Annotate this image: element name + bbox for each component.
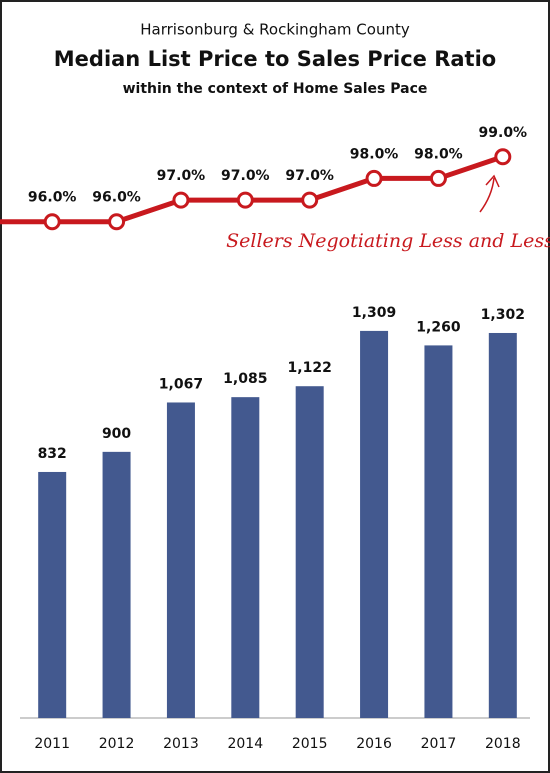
- data-label: 1,302: [481, 307, 525, 323]
- x-tick-label: 2018: [485, 736, 521, 752]
- x-tick-label: 2017: [421, 736, 457, 752]
- data-label: 1,067: [159, 376, 203, 392]
- point: [429, 169, 447, 187]
- data-label: 832: [38, 446, 67, 462]
- data-label: 98.0%: [350, 146, 399, 162]
- bar: [360, 330, 389, 718]
- data-label: 1,122: [288, 360, 332, 376]
- bar: [102, 451, 131, 718]
- data-label: 1,085: [223, 371, 267, 387]
- x-tick-label: 2014: [227, 736, 263, 752]
- bar: [38, 471, 67, 718]
- x-tick-label: 2012: [99, 736, 135, 752]
- data-label: 97.0%: [285, 168, 334, 184]
- data-label: 1,309: [352, 305, 396, 321]
- bar: [424, 345, 453, 718]
- bar: [231, 397, 260, 718]
- x-tick-label: 2011: [34, 736, 70, 752]
- arrow: [479, 177, 495, 213]
- point: [172, 191, 190, 209]
- data-label: 96.0%: [28, 190, 77, 206]
- data-label: 96.0%: [92, 190, 141, 206]
- x-tick-label: 2015: [292, 736, 328, 752]
- data-label: 98.0%: [414, 146, 463, 162]
- annotation: Sellers Negotiating Less and Less: [226, 230, 550, 252]
- point: [365, 169, 383, 187]
- point: [301, 191, 319, 209]
- data-label: 900: [102, 426, 131, 442]
- data-label: 99.0%: [479, 125, 528, 141]
- data-label: 1,260: [416, 319, 461, 335]
- data-label: 97.0%: [221, 168, 270, 184]
- bar: [488, 332, 517, 718]
- subtitle: within the context of Home Sales Pace: [123, 81, 428, 97]
- chart-title: Median List Price to Sales Price Ratio: [54, 47, 496, 71]
- x-tick-label: 2013: [163, 736, 199, 752]
- bar: [166, 402, 195, 718]
- point: [43, 213, 61, 231]
- point: [236, 191, 254, 209]
- bar: [295, 386, 324, 718]
- x-tick-label: 2016: [356, 736, 392, 752]
- point: [494, 148, 512, 166]
- arrow-head: [485, 174, 500, 188]
- point: [108, 213, 126, 231]
- supertitle: Harrisonburg & Rockingham County: [140, 21, 410, 39]
- data-label: 97.0%: [157, 168, 206, 184]
